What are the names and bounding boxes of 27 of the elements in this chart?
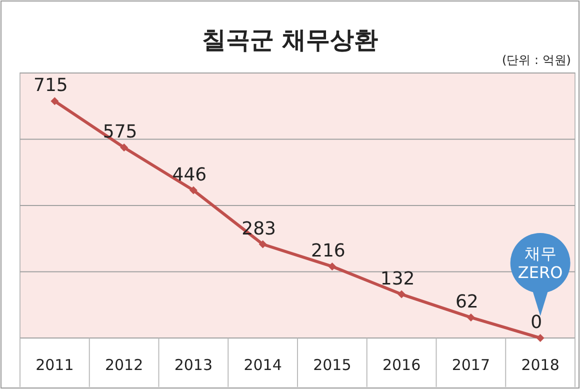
x-tick-label: 2014 — [244, 356, 282, 374]
point — [466, 313, 475, 322]
point — [398, 290, 406, 298]
data-label: 446 — [172, 164, 207, 186]
x-tick-label: 2016 — [382, 356, 421, 374]
point — [120, 144, 128, 152]
x-tick-label: 2017 — [452, 356, 490, 374]
data-label: 575 — [102, 122, 138, 143]
chart-title: 칠곡군 채무상환 — [202, 26, 378, 54]
x-tick-label: 2013 — [174, 356, 213, 374]
data-label: 0 — [530, 312, 542, 333]
point — [536, 334, 544, 342]
data-label: 283 — [242, 218, 276, 240]
x-tick-label: 2015 — [313, 356, 352, 374]
data-label: 216 — [311, 240, 346, 262]
x-tick-label: 2011 — [36, 356, 74, 374]
point — [189, 186, 198, 194]
point — [258, 240, 267, 248]
point — [50, 97, 59, 106]
point — [328, 262, 336, 270]
annotation: 채무 ZERO — [518, 244, 563, 282]
text: (단위 : 억원) — [502, 53, 571, 67]
data-label: 132 — [380, 268, 415, 290]
x-tick-label: 2018 — [521, 356, 560, 374]
data-label: 715 — [34, 75, 68, 96]
x-tick-label: 2012 — [104, 356, 144, 374]
data-label: 62 — [455, 291, 478, 312]
